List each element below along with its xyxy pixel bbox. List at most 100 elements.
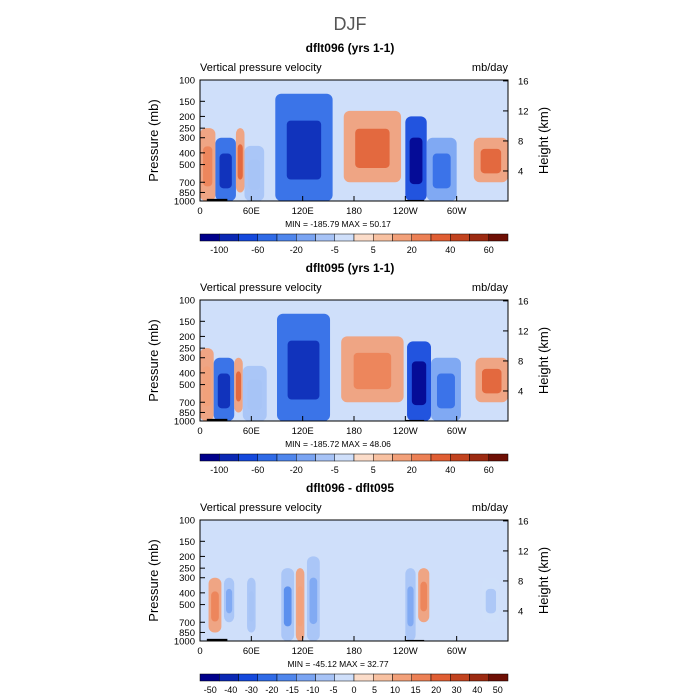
field-core (480, 148, 502, 174)
colorbar-label: -30 (245, 685, 258, 695)
y-tick-label: 850 (179, 188, 195, 199)
x-tick-label: 60E (243, 206, 260, 217)
colorbar-label: 20 (431, 685, 441, 695)
colorbar-swatch (257, 453, 278, 462)
colorbar-swatch (334, 233, 355, 242)
colorbar-swatch (353, 453, 374, 462)
y-tick-label: 500 (179, 160, 195, 171)
colorbar-swatch (469, 453, 489, 462)
height-tick-label: 8 (518, 356, 523, 367)
colorbar-label: 5 (371, 465, 376, 475)
panel-title: dflt095 (yrs 1-1) (306, 261, 395, 275)
colorbar-swatch (199, 453, 220, 462)
colorbar-swatch (450, 233, 470, 242)
field-core (248, 591, 254, 622)
y-tick-label: 100 (179, 76, 195, 87)
y-tick-label: 300 (179, 353, 195, 364)
stats-label: MIN = -185.72 MAX = 48.06 (285, 439, 391, 449)
y-tick-label: 1000 (174, 197, 195, 208)
colorbar-label: 20 (407, 245, 417, 255)
colorbar-swatch (450, 453, 470, 462)
field-core (237, 144, 243, 180)
colorbar-label: 5 (371, 245, 376, 255)
topography (206, 638, 228, 641)
y-tick-label: 100 (179, 516, 195, 527)
y-tick-label: 250 (179, 564, 195, 575)
units-label: mb/day (472, 282, 509, 294)
field-core (432, 153, 451, 189)
colorbar-swatch (450, 673, 470, 682)
panel-3: dflt096 - dflt095 Vertical pressure veloc… (146, 481, 551, 695)
stats-label: MIN = -45.12 MAX = 32.77 (287, 659, 388, 669)
colorbar-label: 40 (445, 465, 455, 475)
height-tick-label: 12 (518, 106, 529, 117)
colorbar-label: -5 (331, 245, 339, 255)
colorbar-label: 0 (351, 685, 356, 695)
y-axis-label: Pressure (mb) (146, 99, 161, 181)
field-core (217, 373, 231, 409)
colorbar-label: -5 (331, 465, 339, 475)
colorbar-label: 40 (445, 245, 455, 255)
field-core (409, 137, 423, 185)
height-tick-label: 8 (518, 576, 523, 587)
height-tick-label: 4 (518, 166, 523, 177)
field-core (436, 373, 455, 409)
y-tick-label: 250 (179, 344, 195, 355)
colorbar-swatch (488, 673, 509, 682)
colorbar-swatch (296, 673, 316, 682)
x-tick-label: 180 (346, 206, 362, 217)
height-tick-label: 16 (518, 296, 529, 307)
x-tick-label: 180 (346, 426, 362, 437)
colorbar-swatch (276, 673, 297, 682)
x-tick-label: 60E (243, 426, 260, 437)
field-core (226, 588, 233, 614)
colorbar-label: 20 (407, 465, 417, 475)
colorbar-label: -100 (210, 465, 228, 475)
x-tick-label: 120W (393, 646, 418, 657)
colorbar-swatch (199, 673, 220, 682)
colorbar-swatch (276, 453, 297, 462)
x-tick-label: 0 (197, 426, 202, 437)
y-tick-label: 250 (179, 124, 195, 135)
colorbar-swatch (411, 233, 432, 242)
field-core (481, 368, 502, 394)
x-tick-label: 120E (292, 206, 314, 217)
topography (405, 419, 425, 421)
field-core (407, 586, 414, 627)
y-axis-label-right: Height (km) (536, 547, 551, 614)
y-tick-label: 500 (179, 600, 195, 611)
height-tick-label: 12 (518, 546, 529, 557)
colorbar-label: 10 (390, 685, 400, 695)
y-axis-label-right: Height (km) (536, 327, 551, 394)
x-tick-label: 120E (292, 426, 314, 437)
colorbar-swatch (353, 233, 374, 242)
colorbar-swatch (373, 233, 393, 242)
height-tick-label: 16 (518, 516, 529, 527)
colorbar-swatch (296, 453, 316, 462)
colorbar-swatch (257, 233, 278, 242)
colorbar-swatch (353, 673, 374, 682)
field-core (353, 352, 392, 390)
colorbar-swatch (373, 453, 393, 462)
field-core (211, 591, 219, 622)
colorbar-swatch (219, 233, 239, 242)
x-tick-label: 60W (447, 646, 467, 657)
colorbar-swatch (488, 233, 509, 242)
y-tick-label: 150 (179, 317, 195, 328)
colorbar-label: 60 (484, 465, 494, 475)
panel-2: dflt095 (yrs 1-1) Vertical pressure veloc… (146, 261, 551, 475)
variable-label: Vertical pressure velocity (200, 62, 322, 74)
x-tick-label: 60W (447, 426, 467, 437)
field-core (247, 379, 262, 410)
colorbar-label: 60 (484, 245, 494, 255)
colorbar-swatch (430, 453, 451, 462)
y-tick-label: 300 (179, 573, 195, 584)
field-core (248, 159, 261, 190)
colorbar-swatch (334, 453, 355, 462)
colorbar-swatch (257, 673, 278, 682)
y-tick-label: 150 (179, 537, 195, 548)
colorbar-label: -5 (329, 685, 337, 695)
y-tick-label: 700 (179, 178, 195, 189)
colorbar-swatch (430, 673, 451, 682)
field-core (219, 153, 232, 189)
